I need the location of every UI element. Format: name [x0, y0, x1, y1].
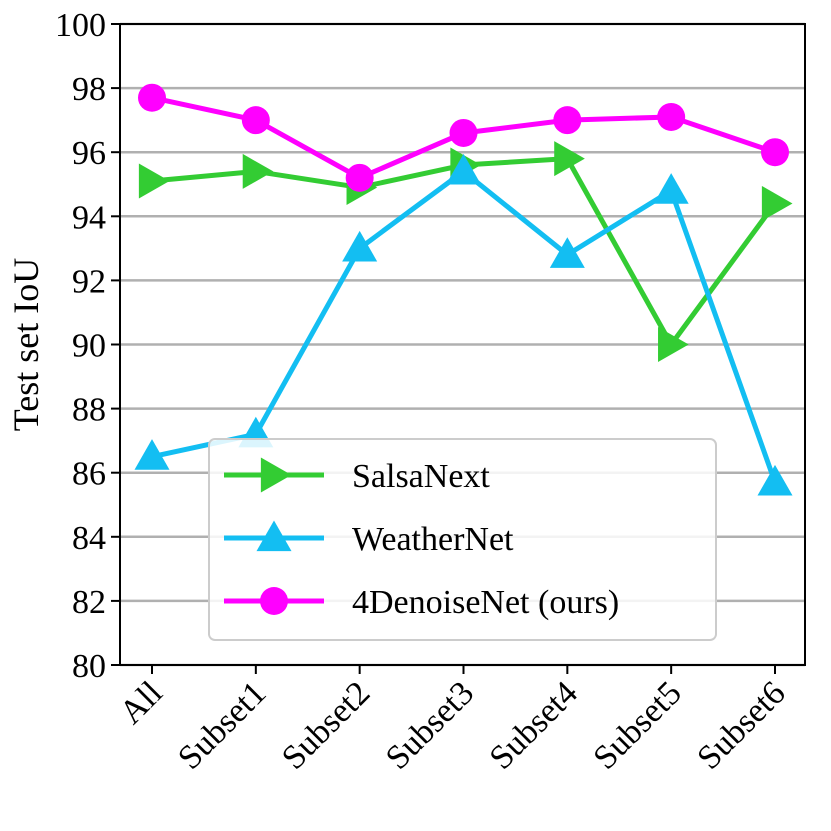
- data-point: [241, 106, 270, 135]
- data-point: [260, 587, 288, 615]
- x-tick-label: Subset4: [483, 674, 585, 776]
- data-point: [761, 185, 793, 221]
- data-point: [757, 464, 793, 496]
- x-tick-label: Subset6: [690, 674, 792, 776]
- data-point: [138, 83, 166, 112]
- data-point: [554, 141, 585, 177]
- y-tick-label: 82: [72, 584, 106, 621]
- data-point: [446, 153, 481, 185]
- legend-entry: 4DenoiseNet (ours): [224, 584, 619, 621]
- legend-box: [208, 438, 717, 641]
- y-axis: 80 82 84 86 88 90 92 94 96 98 100: [55, 7, 120, 685]
- data-point: [658, 327, 689, 362]
- series-4denoisenet-ours: [138, 83, 789, 192]
- legend-label: WeatherNet: [352, 521, 514, 558]
- data-point: [549, 237, 585, 268]
- legend-label: 4DenoiseNet (ours): [352, 584, 619, 621]
- x-tick-label: Subset1: [171, 674, 273, 776]
- x-tick-label: All: [113, 674, 170, 731]
- x-tick-label: Subset3: [379, 674, 481, 776]
- data-point: [134, 439, 170, 470]
- data-point: [256, 520, 292, 552]
- y-tick-label: 98: [72, 71, 106, 108]
- legend: SalsaNext WeatherNet 4DenoiseNet (ours): [208, 438, 717, 641]
- y-tick-label: 94: [72, 199, 106, 236]
- x-tick-label: Subset5: [587, 674, 689, 776]
- legend-label: SalsaNext: [352, 458, 490, 495]
- data-point: [342, 230, 378, 262]
- y-tick-label: 96: [72, 135, 106, 172]
- y-tick-label: 80: [72, 648, 106, 685]
- y-tick-label: 88: [72, 392, 106, 429]
- data-point: [138, 163, 170, 199]
- data-point: [553, 106, 582, 135]
- legend-entry: SalsaNext: [224, 457, 490, 495]
- series-layer: [134, 83, 793, 496]
- y-tick-label: 86: [72, 456, 106, 493]
- y-tick-label: 90: [72, 328, 106, 365]
- x-axis: All Subset1 Subset2 Subset3 Subset4 Subset5 Su…: [113, 665, 793, 777]
- data-point: [242, 153, 274, 189]
- data-point: [449, 118, 478, 147]
- data-point: [260, 457, 292, 493]
- data-point: [653, 173, 689, 204]
- data-point: [761, 138, 789, 167]
- y-axis-title: Test set IoU: [6, 258, 46, 431]
- x-tick-label: Subset2: [275, 674, 377, 776]
- data-point: [345, 163, 374, 192]
- legend-entry: WeatherNet: [224, 520, 514, 558]
- y-tick-label: 100: [55, 7, 106, 44]
- y-tick-label: 92: [72, 263, 106, 300]
- y-tick-label: 84: [72, 520, 106, 557]
- data-point: [657, 102, 686, 131]
